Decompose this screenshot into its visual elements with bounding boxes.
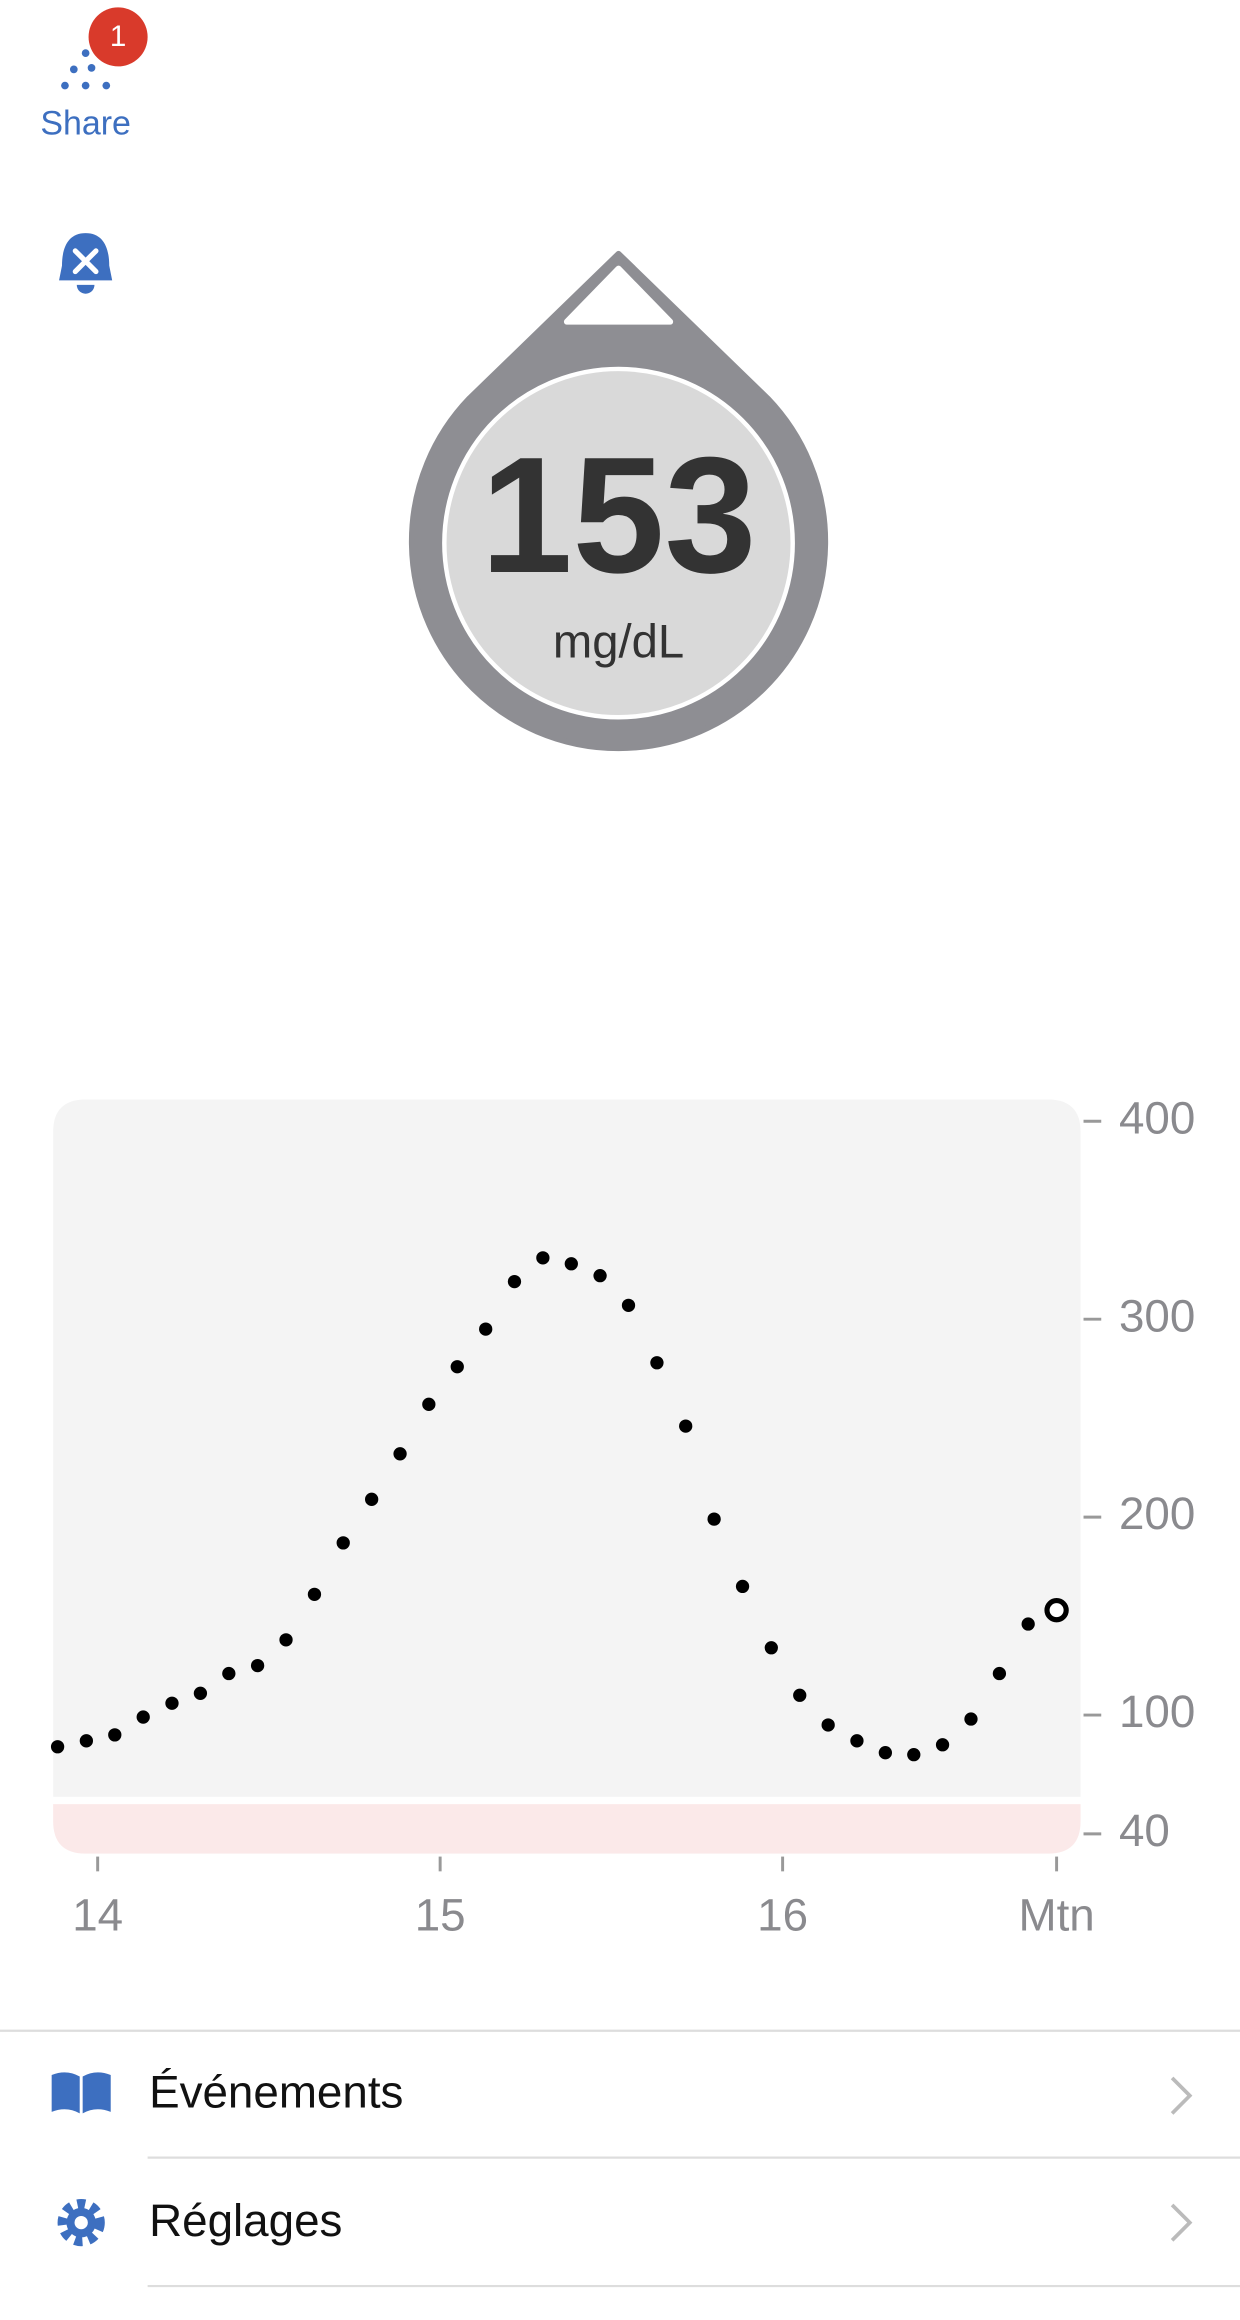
x-tick-label: 16 [757, 1890, 808, 1941]
x-tick-label: 14 [72, 1890, 123, 1941]
data-point [821, 1718, 835, 1732]
data-point [593, 1269, 607, 1283]
trend-notch [563, 265, 674, 325]
glucose-unit: mg/dL [553, 615, 684, 668]
x-tick-label: Mtn [1018, 1890, 1094, 1941]
data-point [964, 1712, 978, 1726]
low-band [53, 1804, 1081, 1854]
data-point [136, 1710, 150, 1724]
data-point [250, 1658, 265, 1673]
data-point [479, 1322, 493, 1336]
chevron [1170, 2076, 1193, 2115]
glucose-value: 153 [481, 423, 757, 608]
data-point [307, 1587, 322, 1601]
data-point [621, 1298, 636, 1312]
share-icon [81, 49, 90, 57]
data-point [450, 1360, 464, 1374]
data-point [935, 1738, 950, 1752]
badge-count: 1 [110, 20, 126, 53]
chart-background [53, 1099, 1081, 1797]
data-point [650, 1356, 664, 1370]
data-point [193, 1686, 208, 1700]
data-point [279, 1633, 293, 1647]
glucose-drop: 153 mg/dL [408, 250, 829, 752]
bell-cross [72, 248, 99, 275]
data-point [165, 1696, 179, 1710]
gear-hole [74, 2215, 88, 2230]
data-point [1021, 1617, 1035, 1631]
data-point [735, 1579, 750, 1594]
data-point [907, 1748, 921, 1762]
data-point [679, 1419, 693, 1433]
data-point [507, 1274, 522, 1289]
data-point [50, 1740, 65, 1754]
data-point [707, 1512, 721, 1526]
share-icon [81, 81, 90, 90]
chart: 40 100 200 300 400 14 15 16 Mtn [50, 1092, 1195, 1941]
share-icon [69, 65, 78, 74]
share-button[interactable]: Share [40, 49, 131, 142]
data-point [422, 1397, 436, 1411]
data-point [992, 1666, 1007, 1681]
data-point [365, 1492, 379, 1506]
data-point [764, 1641, 778, 1655]
data-point [336, 1536, 350, 1550]
menu-label: Réglages [149, 2195, 342, 2246]
data-point [222, 1666, 236, 1681]
data-point [79, 1734, 94, 1748]
x-tick-label: 15 [415, 1890, 466, 1941]
data-point [850, 1734, 864, 1748]
data-point [878, 1746, 893, 1760]
data-point [564, 1257, 578, 1271]
menu-row[interactable]: Réglages [57, 2195, 1193, 2247]
share-icon [61, 81, 69, 90]
share-label: Share [40, 104, 131, 142]
menu-label: Événements [149, 2067, 403, 2118]
menu-row[interactable]: Événements [51, 2067, 1193, 2118]
data-point [536, 1251, 550, 1265]
y-tick-label: 40 [1119, 1805, 1170, 1856]
badge [88, 7, 148, 67]
data-point [393, 1447, 407, 1461]
y-tick-label: 200 [1119, 1488, 1195, 1539]
alert-button[interactable] [59, 233, 113, 294]
share-icon [87, 64, 96, 72]
drop-inner [442, 366, 795, 720]
data-point [108, 1728, 122, 1742]
y-tick-label: 100 [1119, 1686, 1195, 1737]
data-point [793, 1688, 807, 1702]
y-tick-label: 300 [1119, 1290, 1195, 1341]
y-tick-label: 400 [1119, 1092, 1195, 1143]
book-icon [51, 2072, 111, 2114]
chevron [1170, 2203, 1193, 2242]
share-icon [102, 81, 111, 90]
data-point [1044, 1597, 1069, 1623]
gear-icon [57, 2198, 105, 2247]
